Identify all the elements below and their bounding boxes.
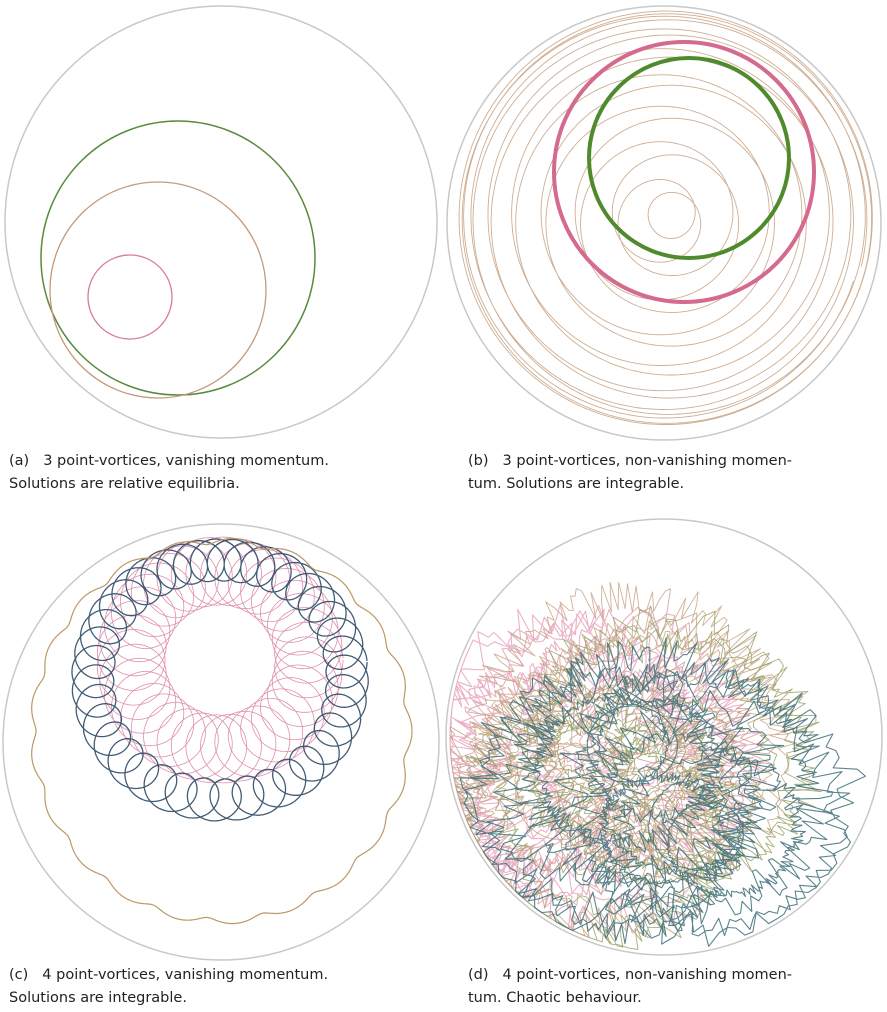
vortex-trajectory-plot-c	[2, 523, 440, 961]
caption-text-b-line1: 3 point-vortices, non-vanishing momen-	[502, 453, 793, 469]
caption-text-c-line1: 4 point-vortices, vanishing momentum.	[42, 967, 329, 983]
boundary-disk-a	[4, 5, 438, 439]
caption-d: (d) 4 point-vortices, non-vanishing momen…	[468, 964, 858, 1010]
panel-b: (b) 3 point-vortices, non-vanishing momen…	[443, 0, 887, 500]
caption-a: (a) 3 point-vortices, vanishing momentum.…	[9, 450, 399, 496]
caption-tag-d: (d)	[468, 967, 489, 983]
boundary-disk-c	[2, 523, 440, 961]
vortex-trajectory-plot-d	[445, 518, 883, 956]
caption-c: (c) 4 point-vortices, vanishing momentum.…	[9, 964, 399, 1010]
caption-text-a-line2: Solutions are relative equilibria.	[9, 476, 240, 492]
trajectory-vortex-1-d	[459, 637, 866, 947]
caption-text-c-line2: Solutions are integrable.	[9, 990, 187, 1006]
trajectory-vortex-2-b	[552, 40, 816, 304]
trajectory-vortex-3-b	[458, 10, 873, 425]
vortex-trajectory-plot-b	[446, 5, 882, 441]
trajectory-vortex-3-c	[31, 537, 413, 925]
trajectory-vortex-2-a	[49, 181, 267, 399]
caption-text-b-line2: tum. Solutions are integrable.	[468, 476, 685, 492]
panel-d: (d) 4 point-vortices, non-vanishing momen…	[443, 512, 887, 1012]
caption-tag-b: (b)	[468, 453, 489, 469]
trajectory-vortex-1-b	[587, 56, 791, 260]
trajectory-vortex-1-c	[71, 538, 369, 822]
boundary-disk-b	[446, 5, 882, 441]
caption-tag-a: (a)	[9, 453, 30, 469]
caption-b: (b) 3 point-vortices, non-vanishing momen…	[468, 450, 858, 496]
panel-c: (c) 4 point-vortices, vanishing momentum.…	[0, 512, 443, 1012]
caption-text-d-line1: 4 point-vortices, non-vanishing momen-	[502, 967, 793, 983]
caption-text-d-line2: tum. Chaotic behaviour.	[468, 990, 642, 1006]
boundary-disk-d	[445, 518, 883, 956]
panel-a: (a) 3 point-vortices, vanishing momentum.…	[0, 0, 443, 500]
trajectory-vortex-1-a	[40, 120, 316, 396]
trajectory-vortex-3-a	[87, 254, 173, 340]
caption-text-a-line1: 3 point-vortices, vanishing momentum.	[43, 453, 329, 469]
vortex-trajectory-plot-a	[4, 5, 438, 439]
caption-tag-c: (c)	[9, 967, 29, 983]
